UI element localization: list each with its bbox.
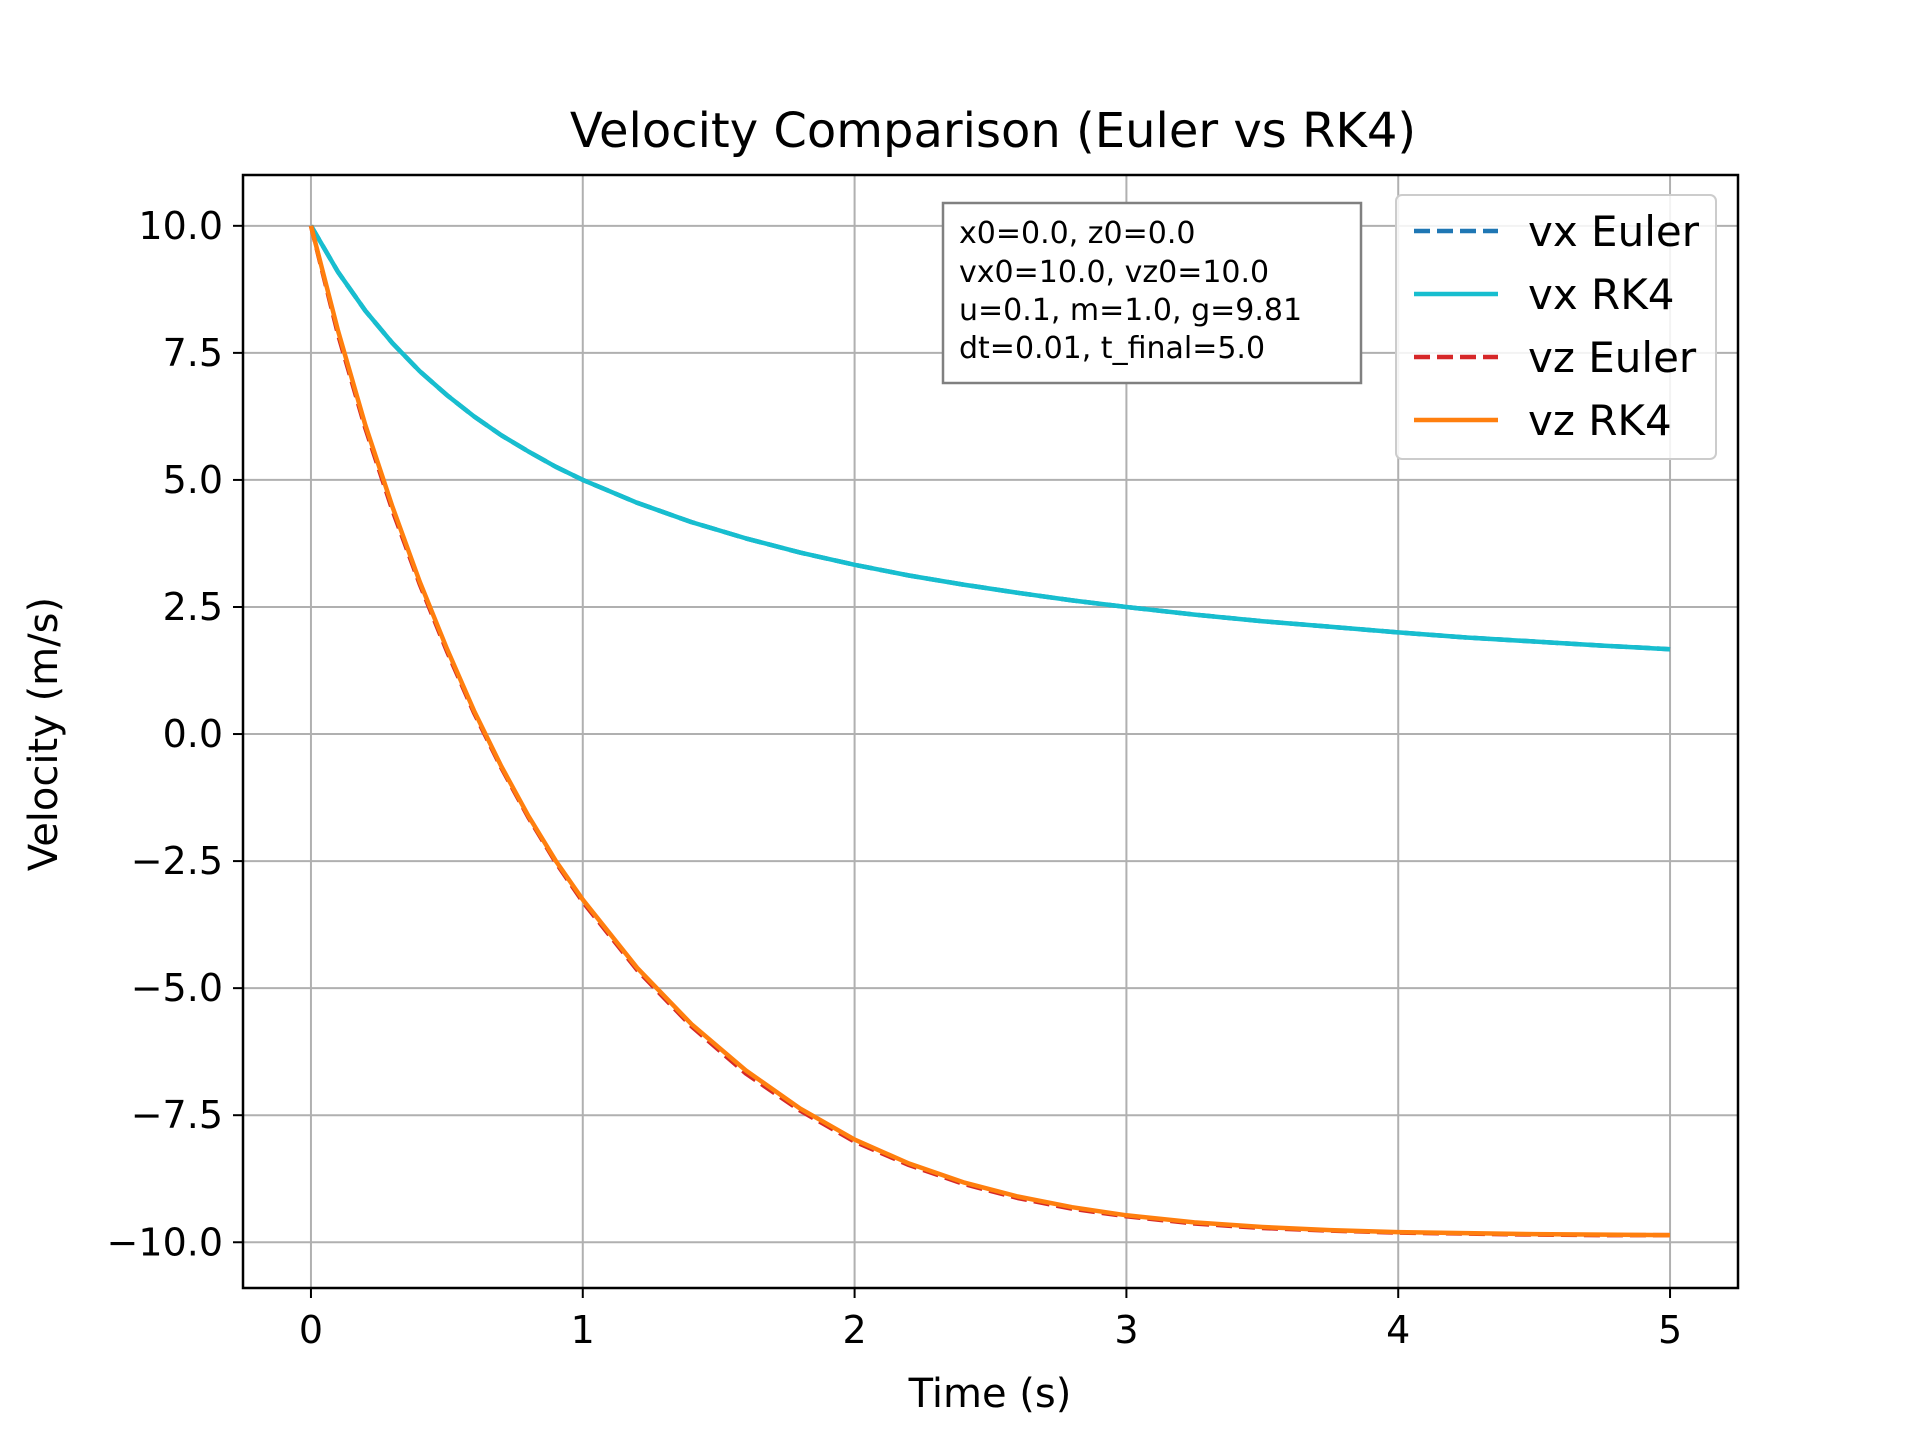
y-axis-ticks: 10.0 7.5 5.0 2.5 0.0 −2.5 −5.0 −7.5 −10.0 bbox=[107, 204, 243, 1264]
y-tick-label: −5.0 bbox=[131, 966, 223, 1010]
annotation-line: u=0.1, m=1.0, g=9.81 bbox=[959, 293, 1302, 328]
legend-label: vx Euler bbox=[1528, 207, 1700, 256]
x-tick-label: 0 bbox=[299, 1308, 323, 1352]
series-lines bbox=[308, 224, 1671, 1238]
chart-title: Velocity Comparison (Euler vs RK4) bbox=[570, 103, 1416, 159]
series-line-vz-rk4 bbox=[308, 225, 1671, 1238]
x-tick-label: 3 bbox=[1114, 1308, 1138, 1352]
legend: vx Euler vx RK4 vz Euler vz RK4 bbox=[1395, 194, 1717, 460]
x-axis-ticks: 0 1 2 3 4 5 bbox=[299, 1288, 1682, 1352]
y-tick-label: −10.0 bbox=[107, 1220, 223, 1264]
y-tick-label: 7.5 bbox=[163, 331, 223, 375]
parameter-annotation-box: x0=0.0, z0=0.0 vx0=10.0, vz0=10.0 u=0.1,… bbox=[941, 201, 1363, 385]
y-tick-label: −2.5 bbox=[131, 839, 223, 883]
annotation-line: vx0=10.0, vz0=10.0 bbox=[959, 255, 1269, 290]
y-tick-label: 0.0 bbox=[163, 712, 223, 756]
legend-label: vx RK4 bbox=[1528, 270, 1675, 319]
y-tick-label: −7.5 bbox=[131, 1093, 223, 1137]
annotation-line: x0=0.0, z0=0.0 bbox=[959, 216, 1195, 251]
y-tick-label: 10.0 bbox=[138, 204, 223, 248]
x-tick-label: 4 bbox=[1386, 1308, 1410, 1352]
x-tick-label: 5 bbox=[1658, 1308, 1682, 1352]
legend-frame bbox=[1395, 194, 1717, 460]
x-axis-label: Time (s) bbox=[908, 1371, 1072, 1417]
x-tick-label: 2 bbox=[842, 1308, 866, 1352]
y-axis-label: Velocity (m/s) bbox=[21, 597, 67, 871]
annotation-frame bbox=[941, 201, 1363, 385]
legend-label: vz Euler bbox=[1528, 333, 1697, 382]
y-tick-label: 2.5 bbox=[163, 585, 223, 629]
plot-frame bbox=[241, 173, 1740, 1290]
x-tick-label: 1 bbox=[571, 1308, 595, 1352]
annotation-line: dt=0.01, t_final=5.0 bbox=[959, 331, 1265, 366]
series-line-vx-rk4 bbox=[309, 224, 1671, 652]
grid-lines bbox=[243, 175, 1738, 1288]
legend-entries: vx Euler vx RK4 vz Euler vz RK4 bbox=[1414, 207, 1700, 445]
y-tick-label: 5.0 bbox=[163, 458, 223, 502]
legend-label: vz RK4 bbox=[1528, 396, 1672, 445]
